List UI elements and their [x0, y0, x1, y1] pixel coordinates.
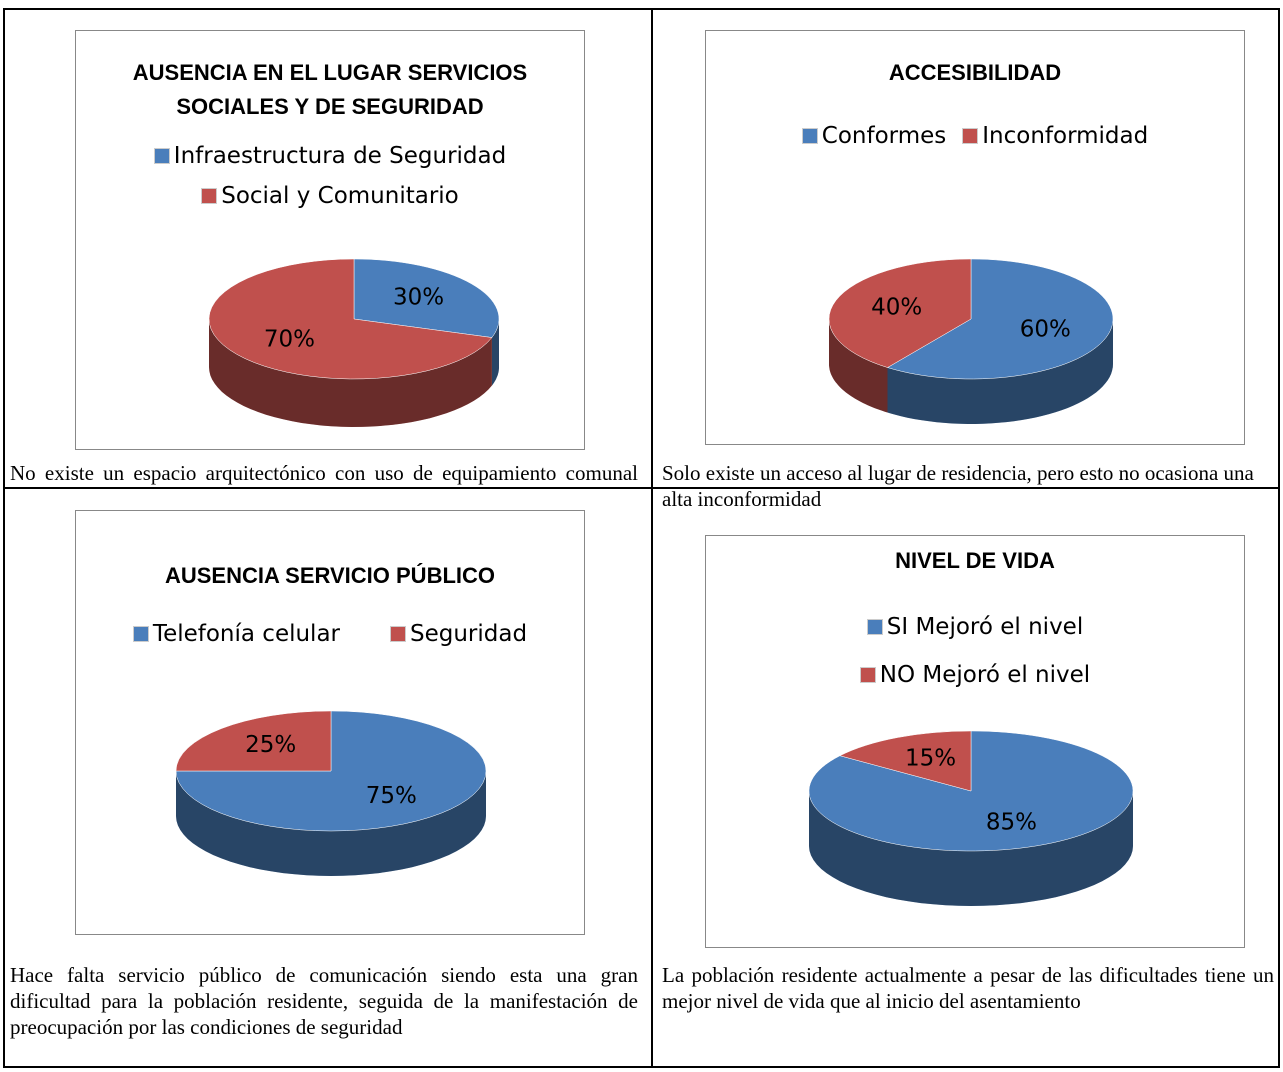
- pie-slice: [839, 730, 972, 792]
- legend: SI Mejoró el nivel NO Mejoró el nivel: [706, 614, 1244, 688]
- pie-slice: [353, 258, 500, 338]
- pie-side-shade: [491, 319, 499, 386]
- legend-item: Social y Comunitario: [201, 183, 459, 209]
- pie-slice: [886, 258, 1114, 380]
- pie-side-shade: [209, 319, 492, 427]
- chart-title: ACCESIBILIDAD: [888, 60, 1062, 85]
- legend-item: NO Mejoró el nivel: [859, 662, 1091, 688]
- pie-slice: [175, 710, 332, 772]
- chart: 30% 70% AUSENCIA EN EL LUGAR SERVICIOS SOC…: [75, 30, 585, 450]
- legend-item: Infraestructura de Seguridad: [153, 143, 507, 169]
- pie-area: 75% 25%: [175, 710, 487, 876]
- pie-slice: [828, 258, 972, 368]
- legend-swatch: [132, 626, 149, 642]
- legend-label: Telefonía celular: [152, 621, 340, 647]
- caption: Hace falta servicio público de comunicac…: [10, 963, 638, 1039]
- legend: Infraestructura de Seguridad Social y Com…: [76, 143, 584, 209]
- legend-item: Telefonía celular: [132, 621, 340, 647]
- legend-item: SI Mejoró el nivel: [866, 614, 1084, 640]
- pie-side-shade: [176, 771, 486, 876]
- legend-label: Infraestructura de Seguridad: [173, 143, 507, 169]
- data-label: 40%: [871, 294, 922, 320]
- data-label: 75%: [366, 783, 417, 809]
- chart-title: AUSENCIA EN EL LUGAR SERVICIOS SOCIALES …: [132, 60, 528, 119]
- legend-label: Conformes: [821, 123, 947, 149]
- chart: 60% 40% ACCESIBILIDAD Conformes Inconformida…: [705, 30, 1245, 445]
- pie-side: [809, 791, 1133, 906]
- legend-item: Conformes: [801, 123, 947, 149]
- chart: 75% 25% AUSENCIA SERVICIO PÚBLICO Telefonía…: [75, 510, 585, 935]
- legend-label: Social y Comunitario: [221, 183, 459, 209]
- chart-title: NIVEL DE VIDA: [895, 548, 1055, 573]
- caption: La población residente actualmente a pes…: [662, 963, 1274, 1013]
- legend-item: Inconformidad: [962, 123, 1148, 149]
- pie-side-shade: [887, 319, 1113, 424]
- table-border: [3, 1066, 1280, 1068]
- legend-label: NO Mejoró el nivel: [879, 662, 1091, 688]
- legend-item: Seguridad: [390, 621, 527, 647]
- table-border: [651, 8, 653, 1068]
- table-border: [3, 8, 1280, 10]
- caption: Solo existe un acceso al lugar de reside…: [662, 461, 1254, 511]
- data-label: 30%: [393, 284, 444, 310]
- data-label: 60%: [1020, 317, 1071, 343]
- data-label: 85%: [986, 810, 1037, 836]
- pie-side: [209, 319, 492, 427]
- legend-label: Seguridad: [410, 621, 528, 647]
- table-border: [3, 8, 5, 1068]
- pie-side: [491, 319, 499, 386]
- chart: 85% 15% NIVEL DE VIDA SI Mejoró el nivel NO …: [705, 535, 1245, 948]
- legend-label: SI Mejoró el nivel: [886, 614, 1084, 640]
- pie-side: [176, 771, 486, 876]
- pie-side-shade: [829, 319, 888, 413]
- pie-side-shade: [809, 791, 1133, 906]
- table-border: [3, 487, 1280, 489]
- pie-side: [829, 319, 888, 413]
- legend-swatch: [962, 128, 979, 144]
- legend-label: Inconformidad: [982, 123, 1149, 149]
- table-border: [1278, 8, 1280, 1068]
- legend-swatch: [201, 188, 218, 204]
- pie-slice: [208, 258, 493, 380]
- data-label: 70%: [264, 327, 315, 353]
- pie-area: 85% 15%: [808, 730, 1134, 906]
- legend-swatch: [390, 626, 406, 642]
- caption: No existe un espacio arquitectónico con …: [10, 461, 638, 485]
- legend-swatch: [801, 128, 818, 144]
- legend: Conformes Inconformidad: [706, 123, 1244, 149]
- data-label: 15%: [905, 745, 956, 771]
- pie-side: [887, 319, 1113, 424]
- pie-slice: [175, 710, 487, 832]
- pie-area: 30% 70%: [208, 258, 500, 427]
- legend-swatch: [859, 667, 876, 683]
- legend-swatch: [153, 148, 170, 164]
- legend: Telefonía celular Seguridad: [76, 621, 584, 647]
- pie-area: 60% 40%: [828, 258, 1114, 424]
- chart-title: AUSENCIA SERVICIO PÚBLICO: [164, 563, 496, 588]
- data-label: 25%: [245, 732, 296, 758]
- legend-swatch: [866, 619, 883, 635]
